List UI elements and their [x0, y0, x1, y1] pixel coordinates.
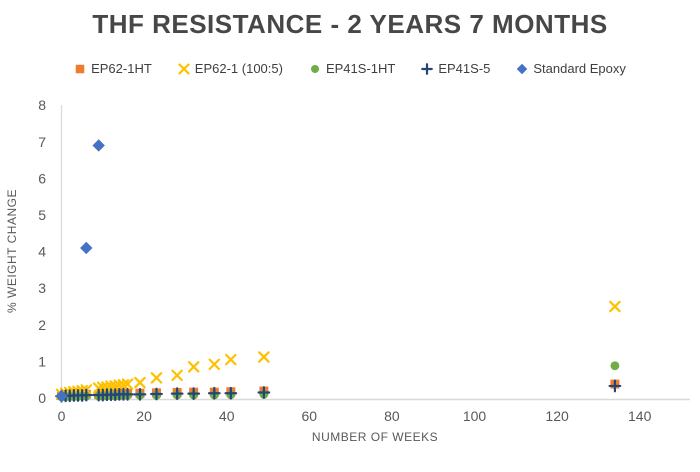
circle-marker-icon	[310, 64, 319, 73]
x-tick-label: 100	[463, 408, 487, 424]
point-standard-epoxy	[80, 241, 93, 255]
point-ep62-1-100-5-	[121, 378, 134, 390]
point-ep41s-5	[187, 387, 201, 401]
legend-item-ep62-1-100-5-: EP62-1 (100:5)	[178, 61, 283, 76]
y-tick-label: 4	[38, 244, 46, 260]
y-axis-title: % WEIGHT CHANGE	[5, 189, 19, 313]
legend-label: EP62-1HT	[91, 61, 152, 76]
chart-legend: EP62-1HT EP62-1 (100:5) EP41S-1HT EP41S-5 St…	[0, 61, 700, 76]
x-tick-label: 60	[302, 408, 318, 424]
point-standard-epoxy	[92, 139, 105, 152]
x-tick-label: 0	[58, 408, 66, 424]
chart-title: THF RESISTANCE - 2 YEARS 7 MONTHS	[92, 9, 608, 39]
point-ep62-1-100-5-	[187, 361, 200, 373]
point-ep41s-5	[121, 387, 134, 401]
x-tick-label: 20	[136, 408, 152, 424]
square-marker-icon	[75, 64, 85, 73]
point-ep62-1-100-5-	[225, 353, 237, 366]
point-ep62-1-100-5-	[609, 300, 621, 313]
y-tick-label: 5	[38, 207, 46, 223]
point-ep62-1-100-5-	[258, 351, 270, 363]
y-tick-label: 7	[38, 134, 46, 150]
point-ep41s-5	[150, 387, 163, 401]
y-tick-label: 1	[38, 353, 46, 369]
point-ep41s-5	[608, 379, 622, 393]
x-tick-label: 40	[219, 408, 235, 424]
point-ep41s-5	[170, 387, 184, 401]
y-tick-label: 3	[38, 280, 46, 296]
legend-label: Standard Epoxy	[533, 61, 626, 76]
x-marker-icon	[178, 62, 190, 75]
legend-label: EP41S-1HT	[325, 61, 396, 76]
x-axis-title: NUMBER OF WEEKS	[311, 430, 439, 444]
point-ep62-1-100-5-	[208, 358, 221, 371]
plus-marker-icon	[421, 62, 434, 75]
y-tick-label: 2	[38, 317, 46, 333]
point-ep41s-1ht	[610, 361, 620, 371]
x-tick-label: 140	[628, 408, 652, 424]
legend-label: EP62-1 (100:5)	[194, 61, 283, 76]
y-tick-label: 6	[38, 170, 46, 186]
y-tick-label: 0	[38, 390, 46, 406]
legend-item-ep41s-1ht: EP41S-1HT	[309, 61, 395, 76]
point-ep41s-5	[133, 387, 147, 401]
x-tick-label: 120	[545, 408, 569, 424]
point-standard-epoxy	[55, 389, 68, 403]
point-ep41s-5	[257, 386, 271, 399]
y-tick-label: 8	[38, 97, 46, 113]
point-ep41s-5	[224, 386, 238, 400]
point-ep62-1-100-5-	[134, 376, 146, 389]
legend-item-ep62-1ht: EP62-1HT	[74, 61, 152, 76]
point-ep62-1-100-5-	[150, 372, 163, 384]
point-ep41s-5	[207, 386, 221, 400]
legend-item-ep41s-5: EP41S-5	[421, 61, 490, 76]
point-ep62-1-100-5-	[171, 369, 183, 382]
x-tick-label: 80	[384, 408, 400, 424]
legend-item-standard-epoxy: Standard Epoxy	[516, 61, 626, 76]
diamond-marker-icon	[517, 63, 528, 74]
legend-label: EP41S-5	[438, 61, 491, 76]
point-ep41s-5	[79, 388, 93, 402]
